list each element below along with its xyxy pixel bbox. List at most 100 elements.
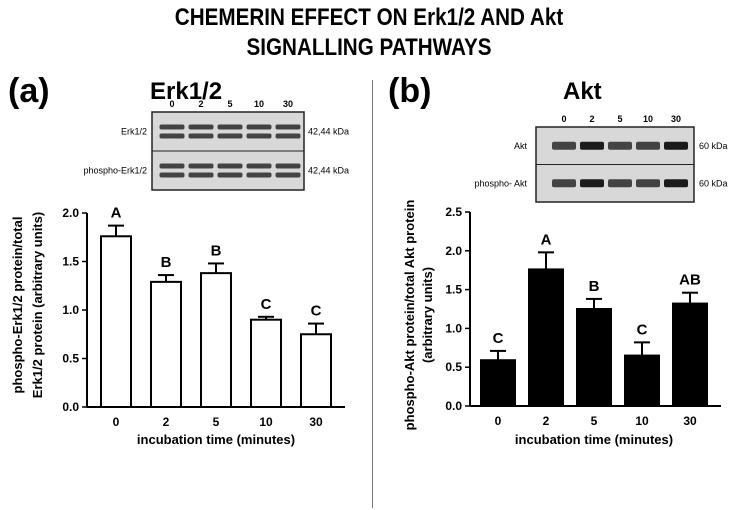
chart-a-significance-letter: C bbox=[311, 303, 322, 320]
chart-b-y-tick-label: 2.5 bbox=[445, 205, 462, 219]
panel-b-lane-label: 0 bbox=[561, 114, 566, 124]
panel-b-blot-band bbox=[552, 179, 576, 188]
chart-a-x-tick-label: 2 bbox=[163, 415, 170, 429]
chart-a-significance-letter: B bbox=[211, 242, 222, 259]
panel-a-blot-band bbox=[159, 172, 185, 178]
panel-b-blot-band bbox=[664, 179, 688, 188]
chart-b-y-tick-label: 0.0 bbox=[445, 399, 462, 413]
chart-b-x-tick-label: 30 bbox=[683, 414, 697, 428]
panel-a-blot-band bbox=[188, 163, 214, 169]
chart-b-y-tick-label: 2.0 bbox=[445, 244, 462, 258]
chart-b-bar bbox=[480, 359, 516, 408]
panel-a-blot-band bbox=[275, 124, 301, 130]
chart-b-y-axis-label-line1: phospho-Akt protein/total Akt protein bbox=[402, 200, 417, 431]
chart-a-significance-letter: A bbox=[111, 205, 122, 222]
panel-b-blot-row-label: Akt bbox=[514, 141, 528, 151]
panel-a-lane-label: 30 bbox=[283, 99, 293, 109]
chart-b-significance-letter: AB bbox=[679, 272, 701, 289]
chart-b-bar bbox=[528, 268, 564, 408]
chart-a-x-tick-label: 10 bbox=[259, 415, 273, 429]
panel-a-lane-label: 10 bbox=[254, 99, 264, 109]
chart-a-bar bbox=[150, 280, 182, 408]
panel-b-blot-kda-label: 60 kDa bbox=[699, 141, 728, 151]
chart-b-y-tick-label: 1.0 bbox=[445, 321, 462, 335]
chart-b-bar bbox=[576, 308, 612, 407]
chart-a-y-tick-label: 1.0 bbox=[62, 303, 79, 317]
panel-a-blot-band bbox=[217, 124, 243, 130]
panel-a-blot-band bbox=[217, 163, 243, 169]
panel-a-blot-band bbox=[275, 172, 301, 178]
chart-a-y-tick-label: 0.5 bbox=[62, 352, 79, 366]
panel-b-blot-row-label: phospho- Akt bbox=[474, 178, 527, 188]
chart-a-x-axis-label: incubation time (minutes) bbox=[137, 432, 295, 447]
panel-a-blot-band bbox=[188, 172, 214, 178]
chart-b-significance-letter: B bbox=[589, 278, 600, 295]
chart-b-x-tick-label: 5 bbox=[591, 414, 598, 428]
figure-title-line2: SIGNALLING PATHWAYS bbox=[246, 34, 492, 61]
panel-b-blot-band bbox=[608, 141, 632, 150]
panel-a-blot-row-label: phospho-Erk1/2 bbox=[83, 166, 147, 176]
chart-b-x-tick-label: 10 bbox=[635, 414, 649, 428]
chart-a-significance-letter: C bbox=[261, 296, 272, 313]
panel-a-blot-band bbox=[246, 124, 272, 130]
panel-a-blot-band bbox=[188, 124, 214, 130]
chart-a-y-axis-label-line1: phospho-Erk1/2 protein/total bbox=[10, 217, 25, 394]
panel-b-blot-band bbox=[552, 141, 576, 150]
chart-a-significance-letter: B bbox=[161, 254, 172, 271]
chart-b-y-tick-label: 0.5 bbox=[445, 360, 462, 374]
panel-a-blot-band bbox=[275, 133, 301, 139]
panel-b-blot-band bbox=[580, 141, 604, 150]
chart-b-x-axis-label: incubation time (minutes) bbox=[515, 432, 673, 447]
panel-a-blot-band bbox=[275, 163, 301, 169]
panel-a-blot-band bbox=[246, 163, 272, 169]
panel-a-blot-band bbox=[217, 172, 243, 178]
panel-b-lane-label: 30 bbox=[671, 114, 681, 124]
panel-divider bbox=[372, 80, 373, 508]
panel-a-blot-band bbox=[246, 172, 272, 178]
panel-b-lane-label: 5 bbox=[617, 114, 622, 124]
chart-b-bar bbox=[624, 354, 660, 407]
panel-b-blot-band bbox=[636, 179, 660, 188]
panel-b-title: Akt bbox=[563, 78, 602, 105]
chart-b-significance-letter: A bbox=[541, 231, 552, 248]
chart-a-y-tick-label: 2.0 bbox=[62, 206, 79, 220]
figure-title-line1: CHEMERIN EFFECT ON Erk1/2 AND Akt bbox=[174, 4, 564, 31]
panel-b-label: (b) bbox=[388, 72, 432, 110]
chart-a-x-tick-label: 0 bbox=[113, 415, 120, 429]
panel-b-blot-band bbox=[580, 179, 604, 188]
panel-a-blot-band bbox=[217, 133, 243, 139]
panel-a-blot-band bbox=[159, 163, 185, 169]
panel-a-lane-label: 2 bbox=[198, 99, 203, 109]
chart-b-significance-letter: C bbox=[493, 330, 504, 347]
chart-b-y-tick-label: 1.5 bbox=[445, 283, 462, 297]
panel-b-lane-label: 10 bbox=[643, 114, 653, 124]
chart-a-bar bbox=[200, 272, 232, 409]
panel-a-blot-band bbox=[159, 124, 185, 130]
panel-a-blot-band bbox=[188, 133, 214, 139]
chart-b-x-tick-label: 2 bbox=[543, 414, 550, 428]
panel-b-blot-band bbox=[608, 179, 632, 188]
chart-b-y-axis-label-line2: (arbitrary units) bbox=[420, 267, 435, 363]
panel-a-label: (a) bbox=[8, 72, 50, 110]
chart-a-y-tick-label: 1.5 bbox=[62, 255, 79, 269]
panel-a-lane-label: 5 bbox=[227, 99, 232, 109]
chart-a-x-tick-label: 5 bbox=[213, 415, 220, 429]
chart-a-bar bbox=[100, 235, 132, 408]
panel-a-lane-label: 0 bbox=[169, 99, 174, 109]
chart-a-x-tick-label: 30 bbox=[309, 415, 323, 429]
chart-a-bar bbox=[300, 333, 332, 408]
chart-a-y-axis-label-line2: Erk1/2 protein (arbitrary units) bbox=[30, 212, 45, 398]
chart-a-y-tick-label: 0.0 bbox=[62, 400, 79, 414]
panel-a-blot-band bbox=[246, 133, 272, 139]
panel-b-blot-kda-label: 60 kDa bbox=[699, 178, 728, 188]
panel-a-blot-kda-label: 42,44 kDa bbox=[308, 166, 349, 176]
panel-b-blot-band bbox=[636, 141, 660, 150]
panel-a-title: Erk1/2 bbox=[150, 78, 223, 105]
chart-a-bar bbox=[250, 318, 282, 409]
panel-b-blot-band bbox=[664, 141, 688, 150]
panel-a-blot-row-label: Erk1/2 bbox=[121, 127, 147, 137]
chart-b-bar bbox=[672, 302, 708, 407]
panel-a-blot-band bbox=[159, 133, 185, 139]
chart-b-significance-letter: C bbox=[637, 321, 648, 338]
